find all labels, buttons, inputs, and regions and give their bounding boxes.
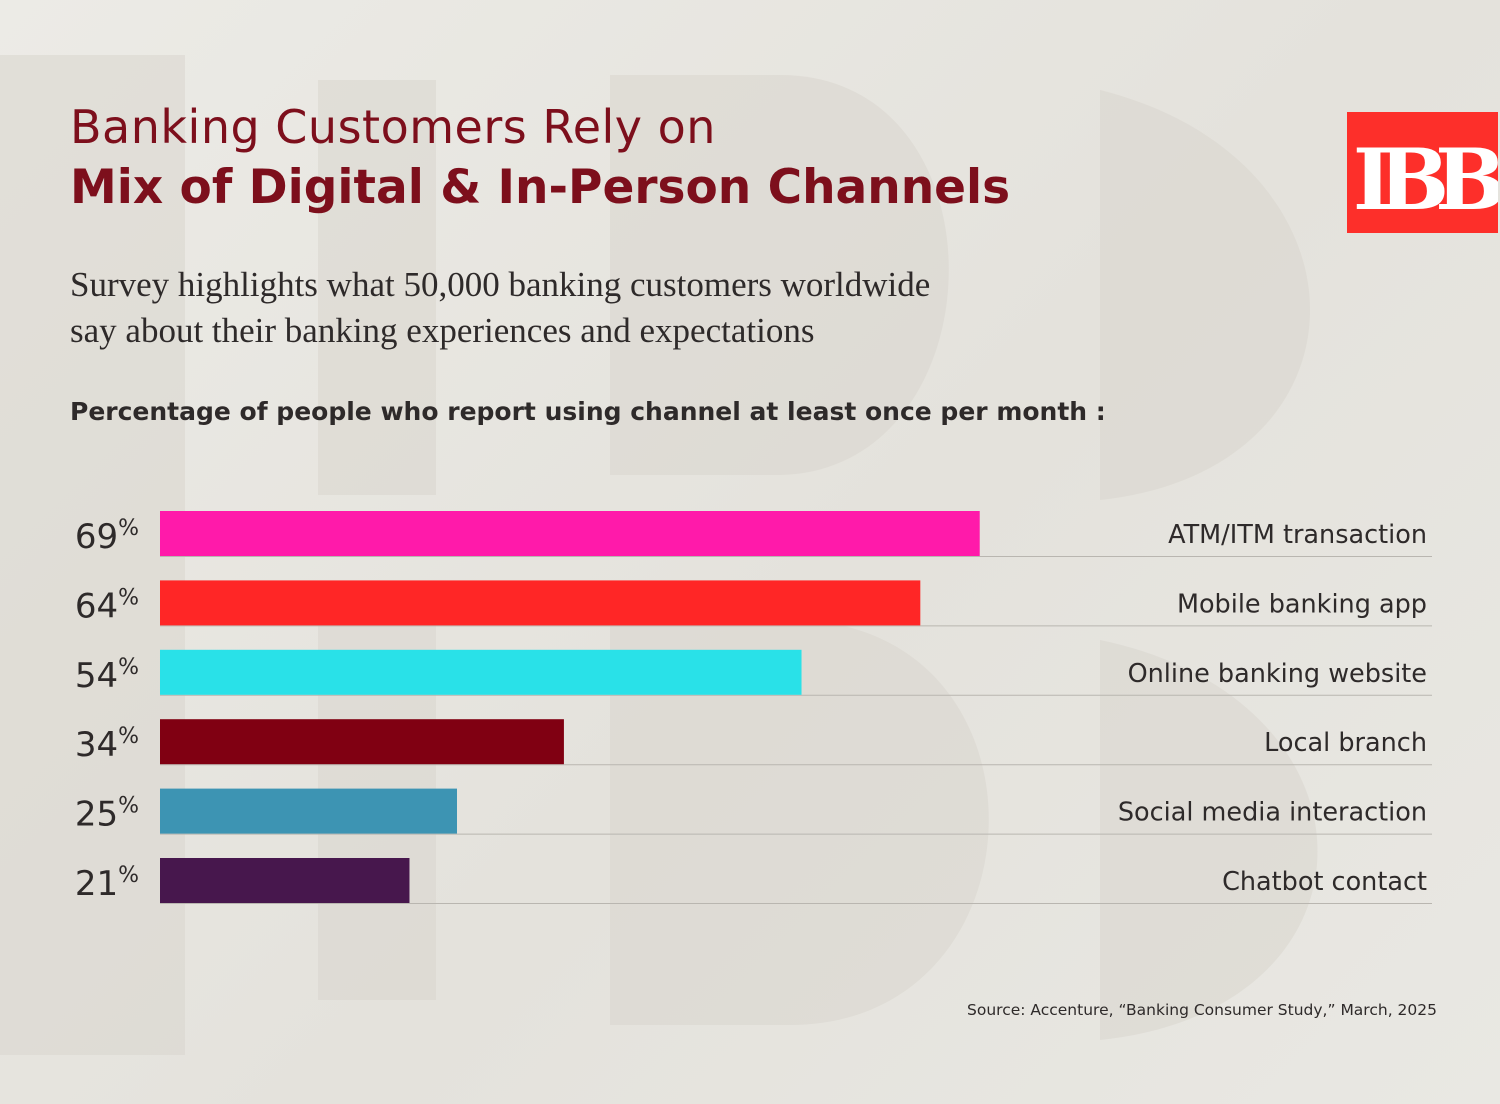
bar-row: 21% Chatbot contact bbox=[75, 858, 1432, 904]
value-label: 21% bbox=[75, 863, 139, 904]
bar-row: 54% Online banking website bbox=[75, 649, 1432, 696]
bar bbox=[160, 858, 410, 903]
bar-row: 34% Local branch bbox=[75, 719, 1432, 766]
value-label: 64% bbox=[75, 585, 139, 626]
bar bbox=[160, 788, 457, 834]
subtitle-line-1: Survey highlights what 50,000 banking cu… bbox=[70, 265, 931, 304]
category-label: ATM/ITM transaction bbox=[1168, 520, 1427, 550]
category-label: Social media interaction bbox=[1118, 798, 1427, 828]
value-label: 34% bbox=[75, 724, 139, 765]
title-line-2: Mix of Digital & In-Person Channels bbox=[70, 160, 1011, 215]
category-label: Mobile banking app bbox=[1177, 589, 1427, 619]
brand-logo: IBB bbox=[1347, 112, 1498, 233]
bar bbox=[160, 511, 980, 556]
ibb-logo-icon: IBB bbox=[1353, 130, 1498, 229]
value-label: 54% bbox=[75, 655, 139, 696]
category-label: Chatbot contact bbox=[1222, 867, 1427, 897]
value-label: 25% bbox=[75, 794, 139, 835]
subtitle: Survey highlights what 50,000 banking cu… bbox=[70, 262, 930, 354]
subtitle-line-2: say about their banking experiences and … bbox=[70, 311, 815, 350]
bar-row: 64% Mobile banking app bbox=[75, 580, 1432, 627]
chart-question: Percentage of people who report using ch… bbox=[70, 397, 1106, 426]
bar bbox=[160, 719, 564, 765]
bar-row: 25% Social media interaction bbox=[75, 788, 1432, 835]
logo-text: IBB bbox=[1353, 130, 1498, 229]
source-note: Source: Accenture, “Banking Consumer Stu… bbox=[967, 1001, 1437, 1019]
bar-row: 69% ATM/ITM transaction bbox=[75, 511, 1432, 557]
bar bbox=[160, 580, 921, 626]
title-line-1: Banking Customers Rely on bbox=[70, 100, 716, 154]
category-label: Online banking website bbox=[1128, 659, 1427, 689]
value-label: 69% bbox=[75, 516, 139, 557]
category-label: Local branch bbox=[1264, 728, 1427, 758]
bar bbox=[160, 649, 802, 695]
